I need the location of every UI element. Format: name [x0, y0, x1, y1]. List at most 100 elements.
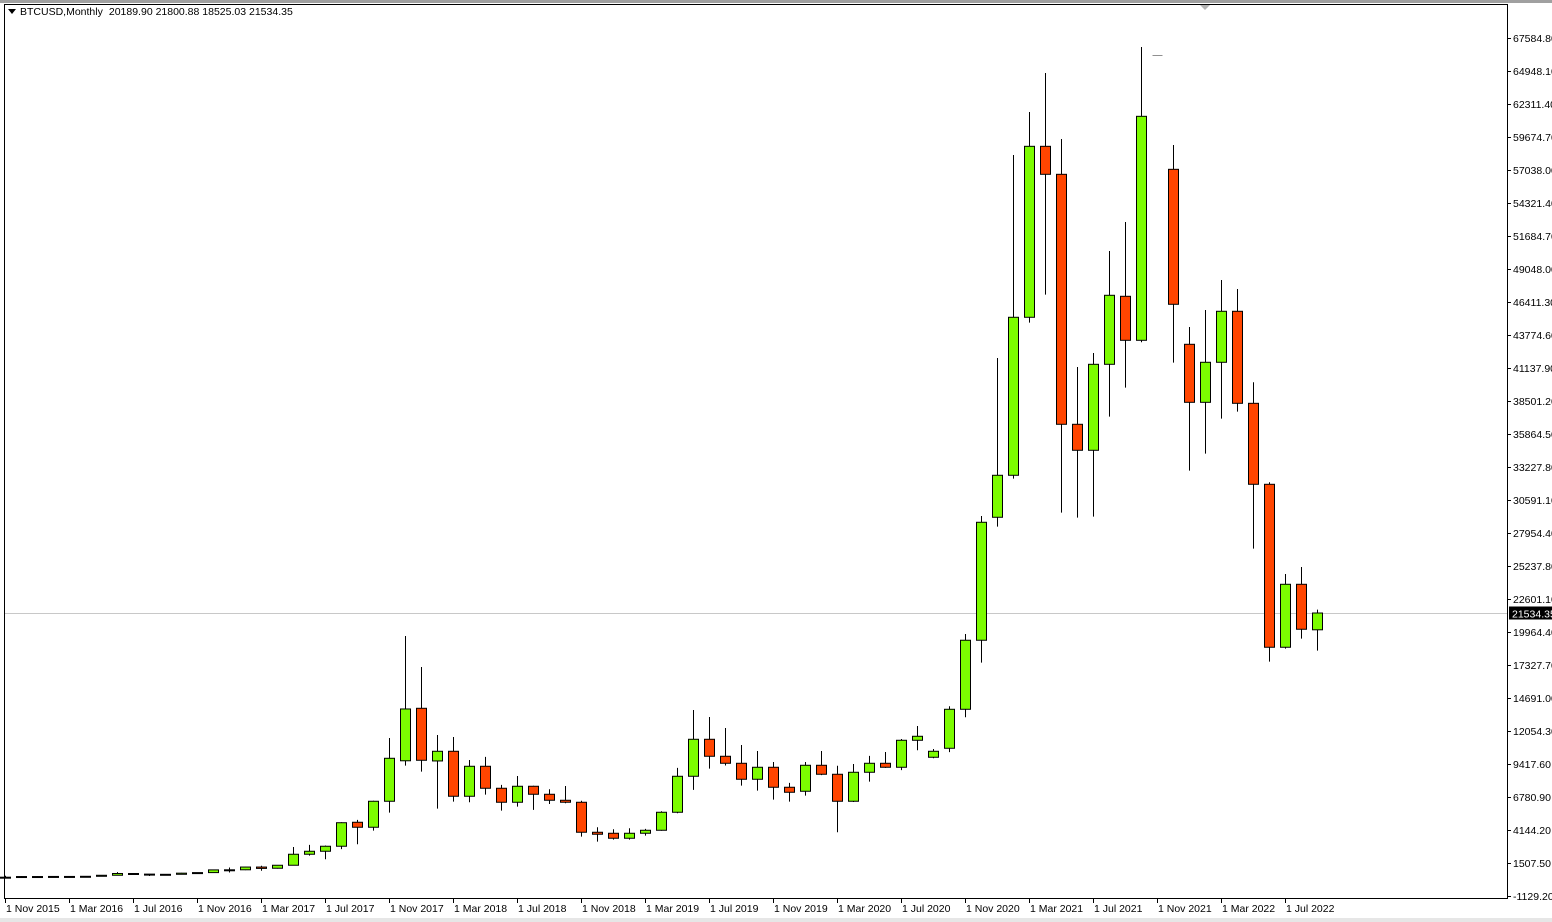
candle-body-bull [80, 875, 91, 878]
candle [1264, 482, 1275, 662]
y-tick-label: -1129.20 [1513, 891, 1552, 903]
candle-body-bull [208, 869, 219, 874]
candle [336, 822, 347, 850]
candle-body-bear [1232, 310, 1243, 404]
candle-body-bull [992, 474, 1003, 518]
candle-body-bear [1296, 583, 1307, 630]
candle [1056, 138, 1067, 513]
candle [240, 866, 251, 871]
candle-body-bear [704, 738, 715, 757]
candle [736, 744, 747, 786]
window-bottom-border [0, 918, 1552, 922]
candle-body-bull [160, 873, 171, 876]
x-tick-label: 1 Jul 2019 [710, 903, 759, 915]
candle [880, 751, 891, 768]
candle-body-bull [400, 708, 411, 762]
y-tick-label: 67584.80 [1513, 33, 1552, 45]
chart-plot-area[interactable] [4, 4, 1508, 899]
candle-body-bear [880, 762, 891, 768]
y-tick-label: 57038.00 [1513, 165, 1552, 177]
candle-body-bear [1248, 402, 1259, 485]
candle-body-bull [928, 750, 939, 758]
x-tick-label: 1 Jul 2022 [1286, 903, 1335, 915]
candle [656, 811, 667, 831]
candle [1168, 144, 1179, 363]
candle-body-bull [1024, 145, 1035, 318]
candle-body-bear [592, 831, 603, 835]
candle-body-bear [480, 765, 491, 789]
ohlc-values: 20189.90 21800.88 18525.03 21534.35 [108, 6, 293, 18]
y-tick-label: 30591.10 [1513, 495, 1552, 507]
chart-shift-marker-icon[interactable] [1200, 5, 1210, 10]
y-tick-label: 59674.70 [1513, 132, 1552, 144]
candle-body-bull [384, 757, 395, 802]
candle-body-bull [912, 735, 923, 741]
y-tick-label: 27954.40 [1513, 528, 1552, 540]
candle-body-bull [304, 850, 315, 855]
candle-body-bull [320, 845, 331, 852]
candle [896, 738, 907, 771]
candle-body-bear [256, 866, 267, 869]
candle-body-bear [128, 872, 139, 875]
candle [272, 864, 283, 869]
candle-body-bear [352, 821, 363, 828]
y-tick-label: 46411.30 [1513, 297, 1552, 309]
candle [1104, 250, 1115, 417]
candle [1312, 609, 1323, 651]
x-tick-label: 1 Jul 2016 [134, 903, 183, 915]
candle [720, 727, 731, 766]
time-axis[interactable]: 1 Nov 2015 1 Mar 2016 1 Jul 2016 1 Nov 2016… [5, 898, 1335, 915]
x-tick-label: 1 Mar 2020 [838, 903, 891, 915]
candle [832, 765, 843, 833]
candle [784, 782, 795, 802]
x-tick-label: 1 Nov 2021 [1158, 903, 1212, 915]
y-tick-label: 14691.00 [1513, 693, 1552, 705]
candle-body-bull [1136, 115, 1147, 341]
candle-body-bull [1200, 361, 1211, 403]
candle-body-bear [1056, 173, 1067, 425]
candle [176, 872, 187, 875]
candle [912, 725, 923, 751]
symbol-timeframe: BTCUSD,Monthly [20, 6, 103, 18]
candle-body-bear [1184, 343, 1195, 403]
triangle-down-icon[interactable] [8, 9, 16, 14]
candle-body-bear [1120, 295, 1131, 341]
candle-body-bull [112, 872, 123, 876]
candle-body-bear [528, 785, 539, 795]
candle-body-bear [32, 876, 43, 879]
candle-body-bull [288, 853, 299, 866]
x-tick-label: 1 Mar 2019 [646, 903, 699, 915]
y-tick-label: 35864.50 [1513, 429, 1552, 441]
candle-body-bear [1040, 145, 1051, 175]
candle [1200, 309, 1211, 454]
candle [288, 846, 299, 866]
candle [464, 759, 475, 803]
y-tick-label: 4144.20 [1513, 825, 1551, 837]
y-tick-label: 22601.10 [1513, 594, 1552, 606]
candle [1296, 566, 1307, 639]
candle-body-bull [976, 521, 987, 641]
candle-body-bear [544, 793, 555, 801]
x-tick-label: 1 Jul 2021 [1094, 903, 1143, 915]
x-tick-label: 1 Nov 2016 [198, 903, 252, 915]
candle-body-bear [720, 755, 731, 764]
candle [1136, 47, 1147, 343]
candle [752, 750, 763, 791]
y-tick-label: 1507.50 [1513, 858, 1551, 870]
candle-body-bull [0, 876, 11, 879]
candle [608, 829, 619, 840]
candle-body-bear [144, 873, 155, 876]
y-tick-label: 62311.40 [1513, 99, 1552, 111]
chart-header: BTCUSD,Monthly 20189.90 21800.88 18525.03… [8, 6, 293, 18]
price-axis[interactable]: 67584.80 64948.10 62311.40 59674.70 57038.00… [1507, 33, 1552, 903]
y-tick-label: 43774.60 [1513, 330, 1552, 342]
candle-body-bull [512, 785, 523, 803]
candle [544, 789, 555, 804]
candle [400, 635, 411, 766]
candle [704, 716, 715, 769]
y-tick-label: 38501.20 [1513, 396, 1552, 408]
window-top-border [0, 0, 1552, 3]
candle-body-bear [1072, 423, 1083, 451]
candle-body-bull [432, 750, 443, 762]
